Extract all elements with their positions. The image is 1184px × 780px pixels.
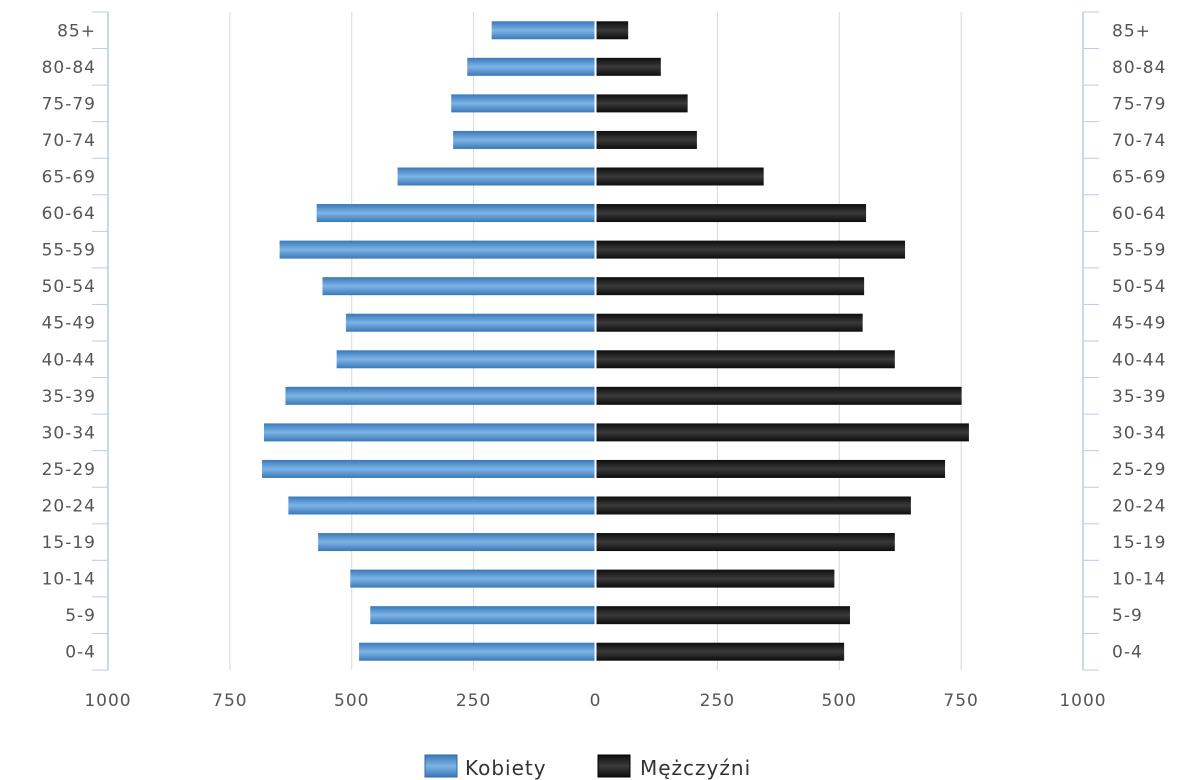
bar-mezczyzni [595,21,629,40]
x-tick-label: 750 [212,691,247,711]
bar-kobiety [467,57,596,76]
legend-label-kobiety: Kobiety [465,756,547,780]
category-label-right: 15-19 [1112,533,1166,553]
bar-mezczyzni [595,130,697,149]
bar-kobiety [350,569,596,588]
category-label-left: 35-39 [42,387,96,407]
legend-label-mezczyzni: Mężczyźni [640,756,751,780]
bar-kobiety [397,167,596,186]
bar-kobiety [336,350,596,369]
category-label-right: 55-59 [1112,241,1166,261]
category-label-left: 0-4 [65,643,96,663]
category-label-left: 50-54 [42,277,96,297]
bar-mezczyzni [595,313,863,332]
category-label-left: 10-14 [42,570,96,590]
bar-kobiety [359,642,596,661]
category-label-left: 85+ [57,21,96,41]
x-tick-label: 250 [700,691,735,711]
bar-mezczyzni [595,277,865,296]
bar-kobiety [345,313,596,332]
bar-kobiety [451,94,596,113]
category-label-right: 85+ [1112,21,1151,41]
bar-mezczyzni [595,642,845,661]
x-tick-label: 500 [822,691,857,711]
bar-mezczyzni [595,350,895,369]
bar-mezczyzni [595,386,962,405]
bar-kobiety [316,204,596,223]
bar-mezczyzni [595,57,661,76]
x-tick-label: 250 [456,691,491,711]
category-label-left: 15-19 [42,533,96,553]
x-tick-label: 1000 [84,691,131,711]
category-label-right: 60-64 [1112,204,1166,224]
category-label-right: 45-49 [1112,314,1166,334]
bar-mezczyzni [595,204,867,223]
category-label-right: 20-24 [1112,497,1166,517]
x-tick-label: 750 [943,691,978,711]
legend-swatch-kobiety [424,754,458,778]
category-label-left: 45-49 [42,314,96,334]
category-label-right: 50-54 [1112,277,1166,297]
category-label-left: 80-84 [42,58,96,78]
bar-kobiety [491,21,596,40]
category-label-right: 10-14 [1112,570,1166,590]
bar-mezczyzni [595,606,850,625]
category-label-left: 5-9 [65,606,96,626]
bar-mezczyzni [595,423,969,442]
bar-kobiety [370,606,596,625]
bar-kobiety [264,423,596,442]
x-tick-label: 1000 [1059,691,1106,711]
category-label-right: 30-34 [1112,423,1166,443]
bar-kobiety [262,459,596,478]
bar-kobiety [453,130,596,149]
category-label-right: 70-74 [1112,131,1166,151]
category-label-left: 75-79 [42,94,96,114]
category-label-right: 5-9 [1112,606,1143,626]
category-label-left: 60-64 [42,204,96,224]
bar-mezczyzni [595,569,835,588]
category-label-left: 65-69 [42,168,96,188]
x-tick-label: 500 [334,691,369,711]
legend-swatch-mezczyzni [597,754,631,778]
bar-mezczyzni [595,94,688,113]
bar-kobiety [285,386,596,405]
category-label-left: 25-29 [42,460,96,480]
bar-mezczyzni [595,496,911,515]
category-label-right: 40-44 [1112,350,1166,370]
bar-mezczyzni [595,167,764,186]
bar-kobiety [318,533,596,552]
bar-mezczyzni [595,240,906,259]
category-axes: 85+ 85+ 80-84 80-84 75-79 75-79 70-74 70-74 65-6… [42,11,1166,671]
bar-kobiety [322,277,596,296]
category-label-right: 25-29 [1112,460,1166,480]
legend: Kobiety Mężczyźni [424,754,751,780]
category-label-right: 75-79 [1112,94,1166,114]
category-label-left: 55-59 [42,241,96,261]
category-label-right: 35-39 [1112,387,1166,407]
category-label-left: 70-74 [42,131,96,151]
bars [262,12,969,670]
category-label-right: 0-4 [1112,643,1143,663]
category-label-right: 80-84 [1112,58,1166,78]
bar-mezczyzni [595,533,895,552]
category-label-left: 30-34 [42,423,96,443]
category-label-left: 40-44 [42,350,96,370]
category-label-left: 20-24 [42,497,96,517]
category-label-right: 65-69 [1112,168,1166,188]
bar-kobiety [288,496,596,515]
bar-kobiety [279,240,596,259]
x-tick-label: 0 [590,691,602,711]
x-axis-tick-labels: 1000 750 500 250 0 250 500 750 1000 [84,691,1106,711]
bar-mezczyzni [595,459,946,478]
